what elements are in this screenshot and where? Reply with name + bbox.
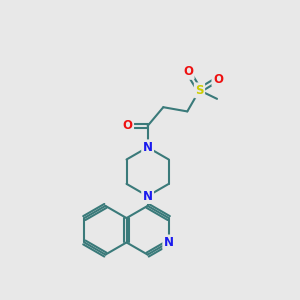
Text: O: O	[123, 119, 133, 132]
Text: N: N	[142, 141, 153, 154]
Text: O: O	[213, 73, 223, 85]
Text: O: O	[183, 65, 193, 78]
Text: S: S	[195, 84, 204, 97]
Text: N: N	[164, 236, 174, 249]
Text: N: N	[142, 190, 153, 202]
